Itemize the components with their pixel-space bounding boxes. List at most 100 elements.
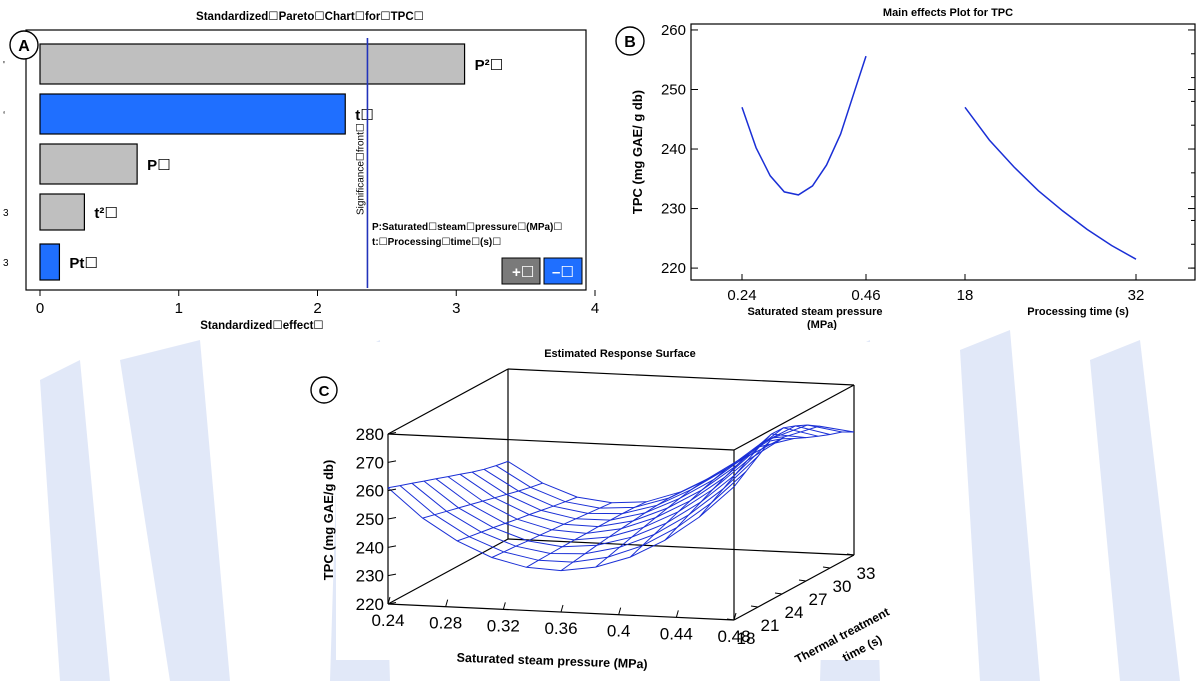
panel-b-marker — [615, 26, 645, 56]
panel-b-letter: B — [624, 34, 636, 51]
surface-xtick-label: 0.4 — [607, 622, 631, 641]
surface-title: Estimated Response Surface — [544, 348, 696, 360]
surface-box-edge — [387, 433, 735, 451]
main-effects-plot-frame — [690, 23, 1196, 281]
surface-mesh-line — [457, 496, 578, 542]
panel-c-marker — [310, 376, 338, 404]
surface-ztick — [387, 517, 397, 520]
surface-ztick-label: 240 — [356, 538, 384, 557]
surface-ztick-label: 270 — [356, 453, 384, 472]
panel-c-letter: C — [319, 383, 330, 400]
surface-box-edge — [507, 368, 855, 386]
main-effects-ytick-label: 260 — [661, 22, 686, 39]
surface-xtick-label: 0.36 — [544, 619, 577, 638]
pareto-bar-label: P☐ — [147, 157, 170, 174]
surface-ytick — [822, 566, 831, 569]
pareto-bar-label: P²☐ — [475, 57, 503, 74]
background-stripe-4 — [1090, 340, 1180, 681]
pareto-xtick-label: 3 — [452, 300, 460, 317]
surface-xtick-label: 0.28 — [429, 614, 462, 633]
surface-ztick — [387, 488, 397, 492]
pareto-bar-label: Pt☐ — [69, 255, 97, 272]
main-effects-ytick-label: 240 — [661, 141, 686, 158]
surface-ytick-label: 18 — [737, 629, 756, 648]
surface-box-edge — [733, 554, 855, 621]
main-effects-ytick-label: 230 — [661, 201, 686, 218]
main-effects-xtick-label: 18 — [957, 287, 974, 304]
main-effects-panel: Main effects Plot for TPC 220 230 240 250 26… — [612, 0, 1200, 331]
surface-mesh-line — [733, 431, 854, 488]
pareto-plot-frame — [25, 29, 587, 291]
surface-ztick-label: 230 — [356, 567, 384, 586]
surface-ytick-label: 30 — [833, 577, 852, 596]
surface-ztick — [387, 460, 397, 463]
surface-ztick-label: 220 — [356, 595, 384, 614]
main-effects-xlabel-pressure: Saturated steam pressure — [747, 306, 882, 318]
surface-xtick — [502, 602, 506, 610]
surface-ztick-label: 260 — [356, 482, 384, 501]
main-effects-xtick-label: 0.24 — [727, 287, 756, 304]
pareto-left-mark: 3 — [3, 208, 9, 219]
surface-ztick — [387, 573, 397, 577]
main-effects-xlabel-pressure-unit: (MPa) — [807, 319, 837, 330]
main-effects-xtick-label: 32 — [1128, 287, 1145, 304]
legend-time: t:☐Processing☐time☐(s)☐ — [372, 237, 501, 248]
surface-ytick-label: 24 — [785, 603, 804, 622]
pareto-chart-panel: Standardized☐Pareto☐Chart☐for☐TPC☐ P²☐ ' t… — [0, 0, 612, 340]
main-effects-ytick-label: 250 — [661, 81, 686, 98]
legend-negative-swatch — [543, 257, 583, 285]
pareto-left-mark: 3 — [3, 258, 9, 269]
main-effects-ylabel: TPC (mg GAE/ g db) — [630, 90, 645, 214]
pareto-bar — [39, 193, 86, 231]
surface-mesh-line — [387, 460, 509, 489]
surface-mesh-line — [507, 425, 855, 504]
main-effects-title: Main effects Plot for TPC — [883, 7, 1013, 19]
surface-box-edge — [733, 384, 855, 451]
main-effects-ytick-label: 220 — [661, 260, 686, 277]
surface-ytick-label: 33 — [857, 564, 876, 583]
background-stripe-3 — [960, 330, 1040, 681]
main-effects-line — [964, 106, 1137, 260]
surface-xtick — [618, 607, 622, 615]
surface-ytick-label: 27 — [809, 590, 828, 609]
pareto-bar-label: t²☐ — [94, 205, 117, 222]
surface-mesh-line — [491, 502, 613, 558]
surface-ytick — [750, 605, 759, 608]
surface-xtick-label: 0.48 — [717, 627, 750, 646]
pareto-bar — [39, 93, 346, 135]
surface-xlabel: Saturated steam pressure (MPa) — [456, 651, 647, 672]
pareto-left-mark: ‘ — [3, 110, 5, 121]
legend-negative-label: –☐ — [552, 264, 574, 281]
surface-ztick — [387, 545, 397, 548]
response-surface-chart: Estimated Response Surface 220 230 240 250 2… — [310, 342, 914, 672]
surface-mesh-line — [526, 501, 647, 568]
significance-label: Significance☐front☐ — [355, 123, 366, 215]
surface-zlabel: TPC (mg GAE/g db) — [321, 460, 336, 581]
surface-ytick-label: 21 — [761, 616, 780, 635]
surface-box-edge — [387, 368, 509, 435]
pareto-chart: Standardized☐Pareto☐Chart☐for☐TPC☐ P²☐ ' t… — [3, 11, 599, 332]
surface-xtick — [675, 610, 679, 618]
main-effects-line — [741, 55, 867, 196]
pareto-bar — [39, 43, 466, 85]
surface-ztick-label: 280 — [356, 425, 384, 444]
surface-panel-background — [336, 342, 914, 660]
legend-positive-swatch — [501, 257, 541, 285]
surface-ytick — [726, 618, 735, 621]
surface-mesh-line — [560, 491, 682, 572]
pareto-bar-label: t☐ — [355, 107, 373, 124]
surface-ytick — [846, 553, 855, 556]
surface-ytick — [774, 592, 783, 595]
panel-a-letter: A — [18, 38, 30, 55]
legend-pressure: P:Saturated☐steam☐pressure☐(MPa)☐ — [372, 222, 562, 233]
surface-ztick — [387, 602, 397, 605]
surface-box-edge — [387, 538, 509, 605]
pareto-bar — [39, 143, 138, 185]
pareto-xtick-label: 1 — [175, 300, 183, 317]
surface-xtick-label: 0.32 — [487, 616, 520, 635]
pareto-xtick-label: 0 — [36, 300, 44, 317]
surface-xtick — [733, 612, 737, 621]
panel-a-marker — [9, 30, 39, 60]
pareto-bar — [39, 243, 61, 281]
main-effects-xlabel-time: Processing time (s) — [1027, 306, 1129, 318]
